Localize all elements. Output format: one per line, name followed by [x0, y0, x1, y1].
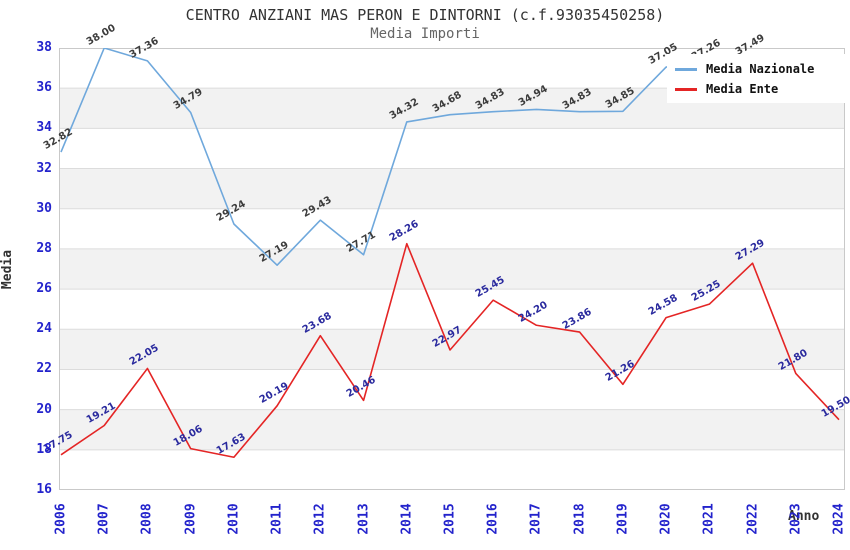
- y-tick-label: 20: [36, 401, 52, 417]
- legend-item-nazionale: Media Nazionale: [675, 59, 837, 79]
- x-tick-label: 2019: [615, 503, 631, 535]
- x-tick-label: 2014: [399, 503, 415, 535]
- y-tick-label: 32: [36, 160, 52, 176]
- x-tick-label: 2016: [485, 503, 501, 535]
- plot-area: [59, 47, 845, 491]
- x-tick-label: 2007: [96, 503, 112, 535]
- x-tick-label: 2009: [183, 503, 199, 535]
- band: [59, 449, 845, 490]
- x-tick-label: 2020: [658, 503, 674, 535]
- chart-subtitle: Media Importi: [370, 26, 480, 42]
- y-tick-label: 22: [36, 361, 52, 377]
- x-tick-label: 2013: [356, 503, 372, 535]
- x-tick-label: 2012: [312, 503, 328, 535]
- x-tick-label: 2015: [442, 503, 458, 535]
- y-tick-label: 26: [36, 281, 52, 297]
- band: [59, 128, 845, 169]
- plot-border: [59, 48, 845, 490]
- chart-title: CENTRO ANZIANI MAS PERON E DINTORNI (c.f…: [185, 6, 665, 24]
- legend: Media Nazionale Media Ente: [667, 54, 845, 103]
- x-tick-label: 2018: [572, 503, 588, 535]
- legend-label: Media Ente: [706, 82, 779, 96]
- band: [59, 208, 845, 249]
- x-tick-label: 2024: [831, 503, 847, 535]
- y-tick-label: 30: [36, 200, 52, 216]
- line-swatch-ente-icon: [675, 87, 697, 91]
- band: [59, 329, 845, 370]
- y-tick-label: 28: [36, 240, 52, 256]
- y-tick-label: 16: [36, 482, 52, 497]
- plot-canvas: [59, 47, 845, 491]
- series-line-0: [60, 47, 753, 266]
- legend-label: Media Nazionale: [706, 62, 815, 76]
- band: [59, 289, 845, 330]
- y-tick-label: 36: [36, 80, 52, 96]
- legend-item-ente: Media Ente: [675, 79, 837, 99]
- x-tick-label: 2017: [528, 503, 544, 535]
- x-tick-label: 2022: [745, 503, 761, 535]
- x-tick-label: 2021: [701, 503, 717, 535]
- series-line-1: [60, 242, 840, 459]
- y-tick-label: 24: [36, 321, 52, 337]
- x-tick-label: 2011: [269, 503, 285, 535]
- line-swatch-nazionale-icon: [675, 67, 697, 71]
- band: [59, 369, 845, 410]
- x-tick-label: 2023: [788, 503, 804, 535]
- y-tick-label: 34: [36, 120, 52, 136]
- band: [59, 409, 845, 450]
- y-tick-label: 18: [36, 441, 52, 457]
- y-tick-label: 38: [36, 40, 52, 55]
- x-axis-title: Anno: [788, 509, 820, 524]
- band: [59, 248, 845, 290]
- band: [59, 168, 845, 209]
- x-tick-label: 2008: [139, 503, 155, 535]
- y-axis-title: Media: [0, 249, 16, 290]
- x-tick-label: 2010: [226, 503, 242, 535]
- x-tick-label: 2006: [53, 503, 69, 535]
